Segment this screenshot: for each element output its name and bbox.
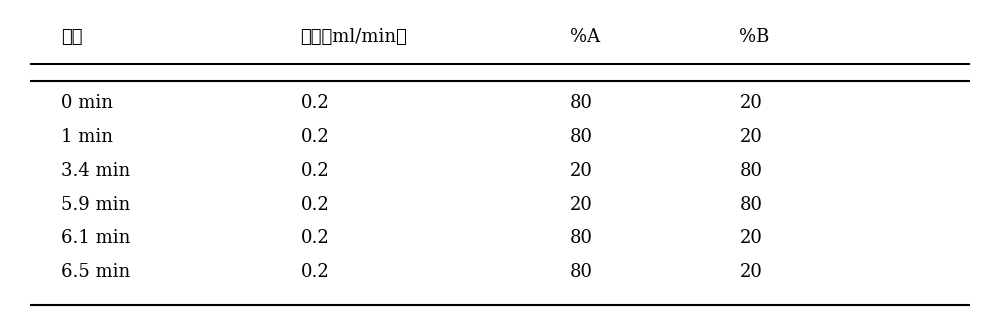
Text: 80: 80 (739, 162, 762, 180)
Text: 3.4 min: 3.4 min (61, 162, 130, 180)
Text: 20: 20 (570, 162, 593, 180)
Text: 6.1 min: 6.1 min (61, 229, 131, 247)
Text: 20: 20 (570, 196, 593, 214)
Text: 20: 20 (739, 229, 762, 247)
Text: 20: 20 (739, 263, 762, 281)
Text: %A: %A (570, 28, 600, 46)
Text: 0.2: 0.2 (301, 128, 329, 146)
Text: 20: 20 (739, 94, 762, 112)
Text: 0.2: 0.2 (301, 263, 329, 281)
Text: 0.2: 0.2 (301, 229, 329, 247)
Text: 0.2: 0.2 (301, 94, 329, 112)
Text: %B: %B (739, 28, 770, 46)
Text: 流速（ml/min）: 流速（ml/min） (301, 28, 407, 46)
Text: 80: 80 (570, 94, 593, 112)
Text: 0.2: 0.2 (301, 196, 329, 214)
Text: 6.5 min: 6.5 min (61, 263, 130, 281)
Text: 80: 80 (570, 128, 593, 146)
Text: 80: 80 (739, 196, 762, 214)
Text: 0.2: 0.2 (301, 162, 329, 180)
Text: 0 min: 0 min (61, 94, 113, 112)
Text: 80: 80 (570, 263, 593, 281)
Text: 20: 20 (739, 128, 762, 146)
Text: 80: 80 (570, 229, 593, 247)
Text: 1 min: 1 min (61, 128, 113, 146)
Text: 5.9 min: 5.9 min (61, 196, 130, 214)
Text: 时间: 时间 (61, 28, 83, 46)
